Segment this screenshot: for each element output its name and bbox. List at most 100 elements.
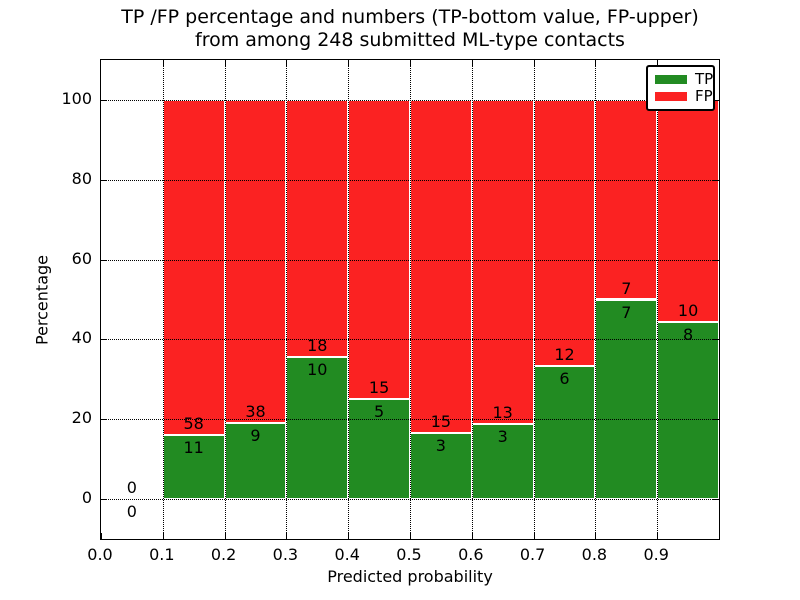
y-tick [713, 499, 719, 501]
chart-title-line2: from among 248 submitted ML-type contact… [195, 29, 625, 51]
bar-segment-fp [595, 99, 658, 300]
x-tick-label: 0.0 [87, 545, 113, 564]
x-tick-label: 0.2 [210, 545, 237, 564]
x-tick [286, 60, 288, 66]
x-tick-label: 0.5 [396, 545, 422, 564]
y-tick [713, 419, 719, 421]
y-tick [713, 259, 719, 261]
legend: TP FP [646, 65, 715, 111]
bar-label-tp: 5 [374, 402, 385, 422]
x-tick-label: 0.8 [581, 545, 608, 564]
y-tick [101, 179, 107, 181]
x-tick [286, 533, 288, 539]
y-tick-label: 100 [61, 88, 92, 108]
x-tick-label: 0.9 [643, 545, 669, 564]
bar-label-fp: 10 [677, 300, 699, 320]
x-axis-label: Predicted probability [327, 567, 493, 586]
bar-label-tp: 0 [126, 502, 137, 522]
bar-label-tp: 6 [559, 369, 570, 389]
bar-segment-fp [286, 99, 349, 357]
bar-label-tp: 8 [683, 324, 694, 344]
bar-label-tp: 9 [250, 425, 261, 445]
x-tick [657, 60, 659, 66]
bar-label-tp: 3 [497, 427, 508, 447]
y-tick [101, 339, 107, 341]
bar-label-tp: 11 [183, 438, 204, 458]
x-gridline [471, 60, 473, 539]
x-tick [224, 60, 226, 66]
x-tick [657, 533, 659, 539]
legend-entry-tp: TP [655, 71, 713, 87]
x-tick-label: 0.6 [458, 545, 484, 564]
x-tick [162, 533, 164, 539]
x-tick [348, 60, 350, 66]
x-gridline [224, 60, 226, 539]
bar-segment-fp [162, 99, 225, 436]
bar-segment-tp [348, 399, 410, 500]
x-tick-label: 0.1 [149, 545, 175, 564]
plot-area: TP FP 0 0 58 11 38 9 18 10 15 5 15 3 13 3 12 6 7 7 10 8 [100, 59, 720, 540]
x-gridline [348, 60, 350, 539]
bar-label-fp: 0 [126, 478, 137, 498]
bar-segment-tp [286, 356, 349, 500]
y-tick-label: 80 [71, 168, 92, 188]
x-tick-label: 0.4 [334, 545, 360, 564]
legend-label-tp: TP [695, 69, 714, 88]
bar-segment-fp [348, 99, 410, 400]
bar-label-fp: 13 [492, 403, 513, 423]
bar-label-fp: 12 [554, 345, 575, 365]
bar-segment-fp [657, 99, 719, 322]
legend-entry-fp: FP [655, 89, 713, 104]
x-tick [101, 533, 102, 539]
x-tick [595, 60, 597, 66]
bar-label-tp: 10 [307, 359, 328, 379]
x-gridline [410, 60, 411, 539]
bar-label-fp: 38 [245, 401, 266, 421]
y-tick [101, 259, 107, 261]
y-tick-label: 20 [71, 408, 92, 428]
x-gridline [162, 60, 164, 539]
x-gridline [657, 60, 659, 539]
y-tick [101, 419, 107, 421]
legend-label-fp: FP [695, 87, 713, 106]
x-tick [533, 60, 535, 66]
bar-label-fp: 58 [183, 414, 204, 434]
x-tick-label: 0.3 [272, 545, 299, 564]
bar-segment-fp [533, 99, 596, 367]
bar-label-fp: 7 [621, 278, 632, 298]
bar-segment-fp [410, 99, 472, 433]
x-tick [410, 533, 411, 539]
y-tick [713, 339, 719, 341]
bar-segment-fp [224, 99, 287, 423]
bar-label-fp: 15 [430, 411, 452, 431]
bar-segment-fp [471, 99, 534, 425]
bar-label-tp: 7 [621, 302, 632, 322]
x-gridline [595, 60, 597, 539]
y-tick-label: 60 [71, 248, 92, 268]
x-tick [595, 533, 597, 539]
y-tick [713, 179, 719, 181]
x-tick [471, 533, 473, 539]
x-tick [348, 533, 350, 539]
chart-title-line1: TP /FP percentage and numbers (TP-bottom… [121, 6, 699, 28]
y-tick-label: 0 [81, 488, 92, 508]
x-tick [162, 60, 164, 66]
bar-label-tp: 3 [435, 435, 446, 455]
y-tick [101, 99, 107, 101]
bar-segment-tp [595, 299, 658, 500]
x-gridline [533, 60, 535, 539]
x-gridline [286, 60, 288, 539]
bar-segment-tp [657, 321, 719, 500]
chart-title: TP /FP percentage and numbers (TP-bottom… [100, 6, 720, 52]
x-tick [224, 533, 226, 539]
bar-segment-tp [471, 424, 534, 500]
bar-segment-tp [162, 435, 225, 500]
bar-label-fp: 15 [368, 378, 390, 398]
legend-swatch-fp-icon [655, 92, 687, 102]
x-tick [410, 60, 411, 66]
x-tick [533, 533, 535, 539]
y-tick [713, 99, 719, 101]
x-tick-label: 0.7 [519, 545, 546, 564]
y-tick [101, 499, 107, 501]
